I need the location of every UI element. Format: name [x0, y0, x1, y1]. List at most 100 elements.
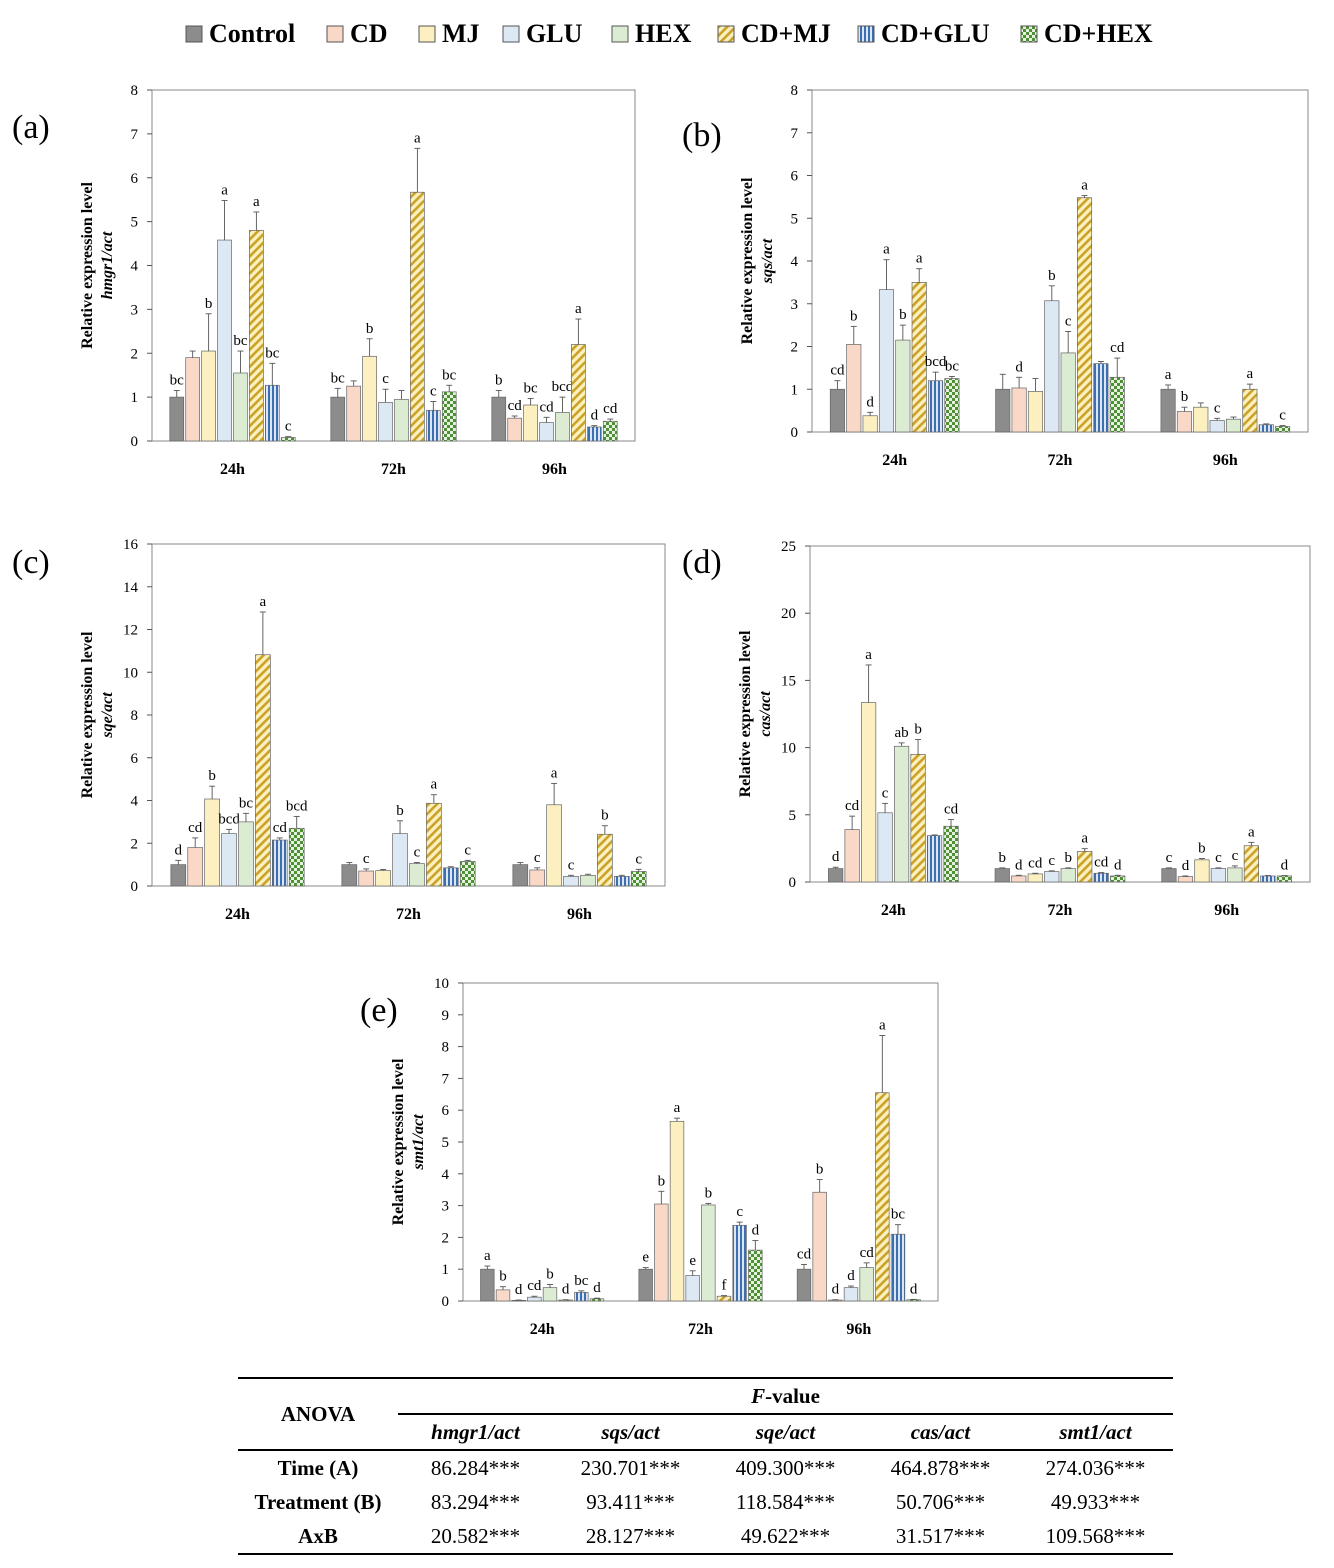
y-tick-label: 4	[791, 254, 799, 270]
bar	[716, 1295, 732, 1302]
significance-letter: c	[534, 850, 541, 866]
y-axis-label: Relative expression level smt1/act	[390, 1058, 427, 1225]
x-category-label: 96h	[1214, 902, 1239, 919]
y-tick-label: 4	[131, 794, 139, 810]
significance-letter: d	[1281, 858, 1289, 874]
bar	[1044, 871, 1060, 883]
y-tick-label: 14	[123, 580, 139, 596]
bar	[589, 1298, 605, 1302]
y-axis-gene: sqs/act	[759, 238, 776, 284]
y-tick-label: 6	[791, 169, 799, 185]
y-tick-label: 8	[442, 1040, 450, 1056]
bar	[1077, 197, 1093, 433]
significance-letter: b	[208, 768, 216, 784]
significance-letter: b	[546, 1266, 554, 1282]
significance-letter: a	[1081, 831, 1088, 847]
y-tick-label: 5	[131, 215, 139, 231]
bar	[995, 388, 1011, 433]
significance-letter: bc	[331, 370, 346, 386]
bar	[1011, 875, 1027, 883]
y-tick-label: 10	[781, 741, 796, 757]
bar	[392, 833, 408, 887]
y-tick-label: 7	[442, 1071, 450, 1087]
y-tick-label: 0	[791, 425, 799, 441]
bar	[341, 864, 358, 887]
y-tick-label: 9	[442, 1008, 450, 1024]
significance-letter: f	[721, 1278, 726, 1294]
significance-letter: a	[1165, 367, 1172, 383]
y-tick-label: 0	[442, 1294, 450, 1310]
significance-letter: d	[1015, 857, 1023, 873]
bar	[994, 868, 1010, 883]
legend-label: HEX	[635, 19, 692, 48]
significance-letter: a	[1081, 178, 1088, 194]
bar	[846, 344, 862, 433]
bar	[1177, 876, 1194, 883]
panel-label: (b)	[682, 117, 722, 154]
bar	[877, 812, 893, 883]
significance-letter: d	[1114, 857, 1122, 873]
bar	[221, 833, 237, 887]
significance-letter: bcd	[552, 379, 574, 395]
bar	[597, 833, 613, 887]
significance-letter: cd	[539, 399, 554, 415]
significance-letter: c	[363, 851, 370, 867]
y-tick-label: 5	[789, 808, 797, 824]
bar	[288, 827, 305, 887]
bar	[539, 422, 554, 442]
x-category-label: 24h	[530, 1321, 555, 1338]
significance-letter: bc	[265, 345, 280, 361]
panel-label: (a)	[12, 109, 50, 146]
bar	[875, 1092, 890, 1302]
significance-letter: d	[866, 394, 874, 410]
bar	[574, 1292, 589, 1302]
significance-letter: cd	[845, 798, 860, 814]
bar	[1242, 388, 1258, 433]
significance-letter: a	[431, 777, 438, 793]
panel-label: (e)	[360, 992, 398, 1029]
y-tick-label: 7	[131, 127, 139, 143]
bar	[602, 420, 618, 442]
legend-label: CD+HEX	[1044, 19, 1153, 48]
significance-letter: b	[601, 808, 609, 824]
significance-letter: cd	[273, 820, 288, 836]
significance-letter: d	[752, 1223, 760, 1239]
y-axis-title: Relative expression level	[737, 630, 754, 797]
bar	[271, 839, 288, 887]
significance-letter: cd	[830, 363, 845, 379]
significance-letter: a	[879, 1017, 886, 1033]
anova-cell: 31.517***	[863, 1519, 1018, 1555]
significance-letter: cd	[944, 802, 959, 818]
y-tick-label: 2	[131, 346, 139, 362]
significance-letter: d	[562, 1282, 570, 1298]
y-tick-label: 3	[791, 297, 799, 313]
bar	[1077, 851, 1093, 883]
bar	[1044, 300, 1060, 433]
legend-swatch	[185, 25, 203, 43]
bar	[1161, 868, 1177, 883]
bar	[1110, 875, 1126, 883]
y-tick-label: 4	[131, 259, 139, 275]
bar	[546, 804, 562, 887]
bar	[233, 372, 248, 442]
bar	[630, 871, 647, 887]
significance-letter: bc	[945, 358, 960, 374]
y-axis-gene: smt1/act	[410, 1114, 427, 1171]
legend-swatch	[611, 25, 629, 43]
significance-letter: bcd	[218, 811, 240, 827]
significance-letter: a	[260, 594, 267, 610]
significance-letter: d	[591, 408, 599, 424]
anova-col-header: cas/act	[910, 1419, 971, 1444]
significance-letter: c	[414, 844, 421, 860]
significance-letter: b	[899, 307, 907, 323]
bar	[796, 1268, 812, 1302]
bar	[249, 230, 264, 442]
significance-letter: c	[635, 851, 642, 867]
bar	[895, 339, 911, 433]
bar	[1176, 411, 1192, 433]
anova-col-header: sqe/act	[755, 1419, 816, 1444]
panel-label: (d)	[682, 544, 722, 581]
x-category-label: 96h	[542, 461, 567, 478]
bar	[926, 835, 943, 883]
anova-cell: 118.584***	[736, 1489, 835, 1514]
